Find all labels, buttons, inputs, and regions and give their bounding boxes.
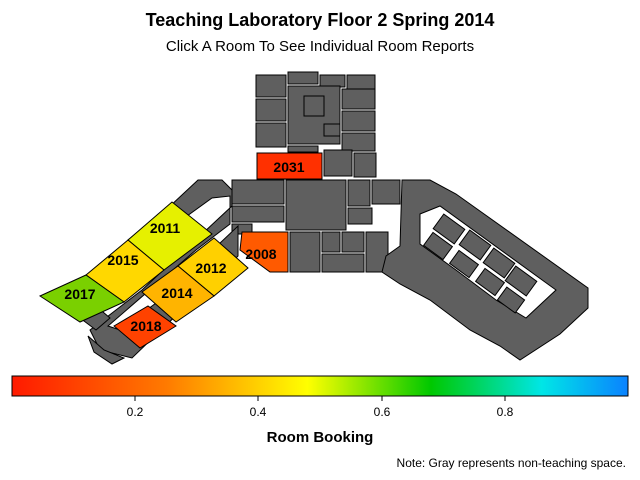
colorbar-label: Room Booking (266, 429, 374, 446)
page-title: Teaching Laboratory Floor 2 Spring 2014 (145, 10, 495, 30)
room-label: 2031 (273, 159, 304, 175)
room-2008[interactable]: 2008 (239, 231, 289, 273)
page-subtitle: Click A Room To See Individual Room Repo… (165, 38, 475, 55)
room-2031[interactable]: 2031 (256, 152, 323, 180)
room-label: 2017 (64, 286, 95, 302)
colorbar-gradient (11, 375, 629, 397)
room-2012[interactable]: 2012 (177, 237, 249, 297)
colorbar-tick: 0.2 (127, 405, 144, 419)
colorbar-tick: 0.6 (374, 405, 391, 419)
room-label: 2018 (130, 318, 161, 334)
building-right-wing (381, 179, 589, 361)
room-label: 2008 (245, 246, 276, 262)
footnote: Note: Gray represents non-teaching space… (396, 456, 626, 470)
room-2018[interactable]: 2018 (113, 305, 177, 349)
building-center-core (231, 179, 401, 273)
room-label: 2015 (107, 252, 138, 268)
room-2011[interactable]: 2011 (127, 201, 213, 271)
colorbar-tick: 0.8 (497, 405, 514, 419)
room-label: 2011 (150, 220, 181, 236)
room-label: 2012 (195, 260, 226, 276)
building-top-wing (255, 71, 377, 178)
colorbar: 0.2 0.4 0.6 0.8 (11, 375, 629, 419)
room-2017[interactable]: 2017 (38, 274, 125, 323)
colorbar-tick: 0.4 (250, 405, 267, 419)
room-label: 2014 (161, 285, 192, 301)
room-2014[interactable]: 2014 (141, 265, 215, 323)
